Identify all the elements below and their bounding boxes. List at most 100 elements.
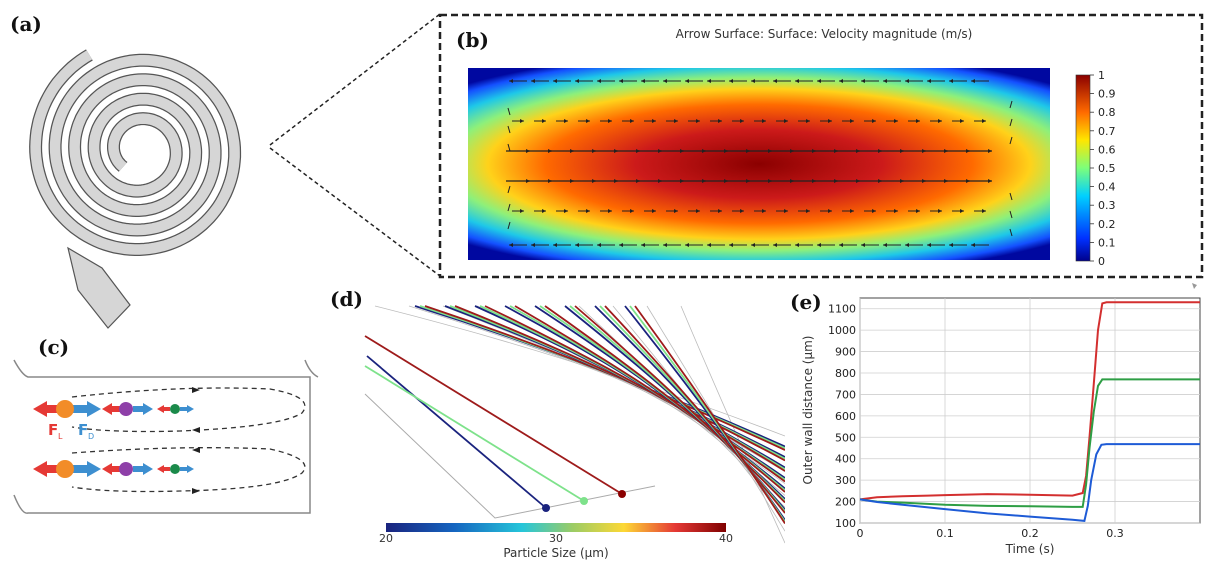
velocity-arrowhead [916,119,920,123]
velocity-arrows [506,79,1013,247]
velocity-arrowhead [575,243,579,247]
velocity-arrowhead [773,243,777,247]
dean-vortex-upper [71,387,306,433]
drag-force-arrow [133,403,153,415]
channel-wall-line [374,305,785,437]
x-axis-label: Time (s) [1005,542,1055,556]
y-tick-label: 800 [835,367,856,380]
velocity-arrowhead [663,243,667,247]
velocity-arrowhead [883,79,887,83]
velocity-arrowhead [988,179,992,183]
spiral-outlet [67,246,131,329]
velocity-arrow [507,221,511,230]
velocity-arrowhead [894,209,898,213]
velocity-arrowhead [608,119,612,123]
force-schematic: F L F D [13,359,319,514]
velocity-arrowhead [718,119,722,123]
plot-series [859,301,1200,522]
velocity-field [468,68,1050,260]
colorbar-tick-label: 0 [1098,255,1105,268]
velocity-arrowhead [872,119,876,123]
y-tick-label: 300 [835,474,856,487]
velocity-arrowhead [542,119,546,123]
channel-wall-line [408,305,785,449]
zoom-connector-lines [269,13,441,277]
velocity-arrowhead [982,119,986,123]
channel-outline [13,359,311,514]
velocity-arrowhead [949,79,953,83]
velocity-arrow [1009,210,1013,219]
series-line-1 [859,301,1200,501]
velocity-arrowhead [520,119,524,123]
y-tick-label: 500 [835,431,856,444]
velocity-arrowhead [960,119,964,123]
velocity-arrow [1009,228,1013,237]
x-tick-label: 0.2 [1021,527,1039,540]
lift-force-arrow [157,405,170,413]
velocity-arrowhead [674,119,678,123]
velocity-arrowhead [762,119,766,123]
y-tick-label: 600 [835,410,856,423]
velocity-arrowhead [586,119,590,123]
y-tick-label: 1100 [828,303,856,316]
colorbar-tick-label: 0.2 [1098,218,1116,231]
spiral-channel-fill [30,50,240,255]
dean-vortex-lower [71,447,306,493]
velocity-arrowhead [696,119,700,123]
particle-trajectory [364,335,623,495]
velocity-arrow [507,125,511,134]
velocity-arrowhead [905,79,909,83]
particle-trajectory [514,305,785,483]
velocity-arrowhead [872,209,876,213]
colorbar-ticks: 1 0.9 0.8 0.7 0.6 0.5 0.4 0.3 0.2 0.1 0 [1090,69,1116,268]
plot-grid [859,298,1200,524]
velocity-arrowhead [960,209,964,213]
colorbar-tick-label: 0.1 [1098,236,1116,249]
fl-subscript: L [58,432,63,441]
velocity-arrow [507,185,511,194]
lift-force-arrow [33,461,59,477]
velocity-arrowhead [641,243,645,247]
velocity-arrowhead [773,79,777,83]
velocity-arrowhead [894,119,898,123]
velocity-arrowhead [586,209,590,213]
fl-label: F [48,421,58,439]
size-colorbar-min: 20 [379,532,393,545]
velocity-arrowhead [630,209,634,213]
velocity-arrowhead [938,209,942,213]
particle-small [542,504,550,512]
velocity-arrowhead [988,149,992,153]
velocity-arrowhead [740,209,744,213]
lift-force-arrow [102,403,120,415]
lift-force-arrow [33,401,59,417]
particle-trajectory [454,305,785,462]
velocity-arrowhead [861,79,865,83]
velocity-arrow [507,203,511,212]
velocity-arrow [1009,100,1013,109]
particle-trajectory [544,305,785,493]
particle-large [618,490,626,498]
velocity-arrowhead [509,79,513,83]
velocity-arrowhead [553,79,557,83]
channel-wall-line [680,305,785,544]
velocity-arrowhead [575,79,579,83]
velocity-arrowhead [597,243,601,247]
series-line-2 [859,378,1200,508]
velocity-arrowhead [696,209,700,213]
fd-subscript: D [88,432,94,441]
velocity-arrowhead [685,79,689,83]
velocity-arrowhead [531,243,535,247]
drag-force-arrow [180,405,194,413]
velocity-arrowhead [729,243,733,247]
velocity-heatmap-panel: Arrow Surface: Surface: Velocity magnitu… [438,13,1204,279]
y-tick-label: 900 [835,346,856,359]
particle-trajectory [634,305,785,524]
x-tick-label: 0 [857,527,864,540]
velocity-arrowhead [971,243,975,247]
size-colorbar-max: 40 [719,532,733,545]
velocity-arrowhead [597,79,601,83]
outer-wall-distance-chart: 0 0.1 0.2 0.3 100 200 300 400 500 600 700 800 900 100… [801,283,1201,556]
velocity-arrowhead [619,79,623,83]
panel-label-c: (c) [38,335,70,359]
drag-force-arrow [180,465,194,473]
